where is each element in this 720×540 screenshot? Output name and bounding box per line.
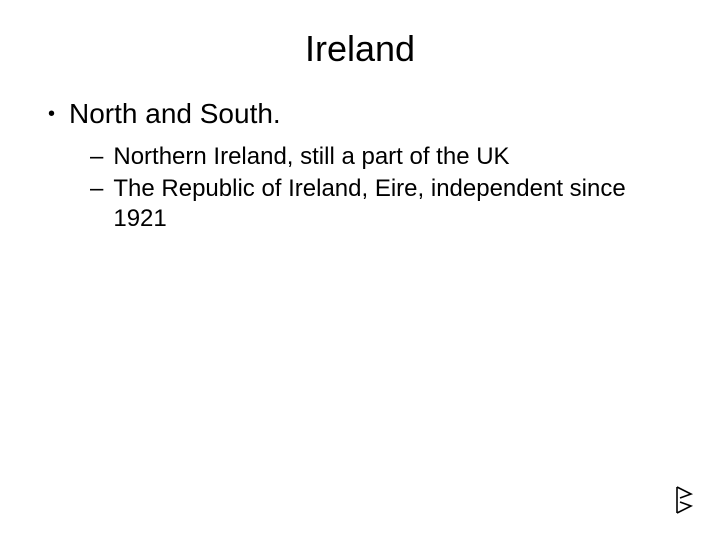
bullet-marker-dash: – [90,174,103,234]
bullet-level2-item: – Northern Ireland, still a part of the … [38,142,682,172]
slide-title: Ireland [38,28,682,70]
bullet-level2-text: The Republic of Ireland, Eire, independe… [113,174,653,234]
bullet-level2-item: – The Republic of Ireland, Eire, indepen… [38,174,682,234]
bullet-level1-text: North and South. [69,98,281,130]
slide-container: Ireland • North and South. – Northern Ir… [0,0,720,540]
bullet-level1: • North and South. [38,98,682,130]
bullet-level2-text: Northern Ireland, still a part of the UK [113,142,509,172]
bullet-marker-dot: • [48,98,55,130]
bullet-marker-dash: – [90,142,103,172]
decorative-corner-icon [674,485,696,520]
